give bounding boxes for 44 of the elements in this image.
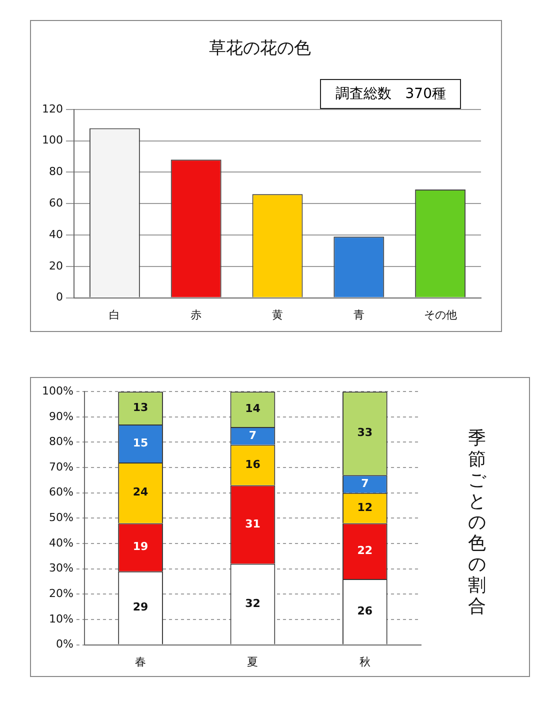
x-tick-label: 赤 — [190, 308, 202, 322]
data-label: 26 — [357, 604, 373, 618]
data-label: 12 — [357, 500, 373, 514]
y-tick-label: 20 — [48, 259, 63, 272]
data-label: 19 — [132, 540, 148, 554]
y-tick-label: 60% — [48, 486, 74, 499]
y-tick-label: 120 — [42, 102, 63, 116]
data-label: 15 — [132, 436, 148, 450]
y-tick-label: 70% — [48, 460, 74, 474]
x-tick-label: 白 — [109, 308, 120, 322]
y-tick-label: 30% — [48, 562, 74, 575]
data-label: 14 — [245, 402, 261, 416]
data-label: 7 — [248, 428, 257, 442]
data-label: 13 — [132, 400, 148, 414]
y-tick-label: 100% — [42, 384, 74, 398]
y-tick-label: 10% — [48, 612, 74, 626]
y-tick-label: 80 — [48, 165, 63, 178]
x-tick-label: 春 — [135, 655, 146, 668]
y-tick-label: 60 — [48, 196, 63, 210]
y-tick-label: 50% — [48, 511, 74, 524]
y-tick-label: 40% — [48, 536, 74, 550]
x-tick-label: 夏 — [247, 655, 258, 668]
data-label: 7 — [361, 476, 369, 490]
data-label: 16 — [245, 458, 261, 471]
y-tick-label: 20% — [48, 587, 74, 600]
data-label: 33 — [357, 426, 373, 440]
data-label: 22 — [357, 544, 373, 557]
x-tick-label: 秋 — [359, 655, 370, 668]
text: 調査総数 370種 — [320, 79, 461, 109]
y-tick-label: 100 — [42, 134, 63, 147]
data-label: 32 — [245, 596, 260, 610]
x-tick-label: 黄 — [272, 308, 283, 322]
chart-title: 季節ごとの色の割合 — [468, 428, 486, 617]
data-label: 31 — [245, 517, 260, 530]
y-tick-label: 0% — [56, 638, 74, 651]
data-label: 29 — [132, 600, 148, 614]
chart-title: 草花の花の色 — [209, 38, 311, 59]
y-tick-label: 40 — [48, 228, 63, 241]
data-label: 24 — [132, 486, 149, 499]
x-tick-label: その他 — [424, 308, 457, 322]
x-tick-label: 青 — [353, 308, 364, 322]
y-tick-label: 80% — [48, 435, 74, 448]
y-tick-label: 90% — [48, 410, 74, 423]
y-tick-label: 0 — [56, 290, 63, 304]
